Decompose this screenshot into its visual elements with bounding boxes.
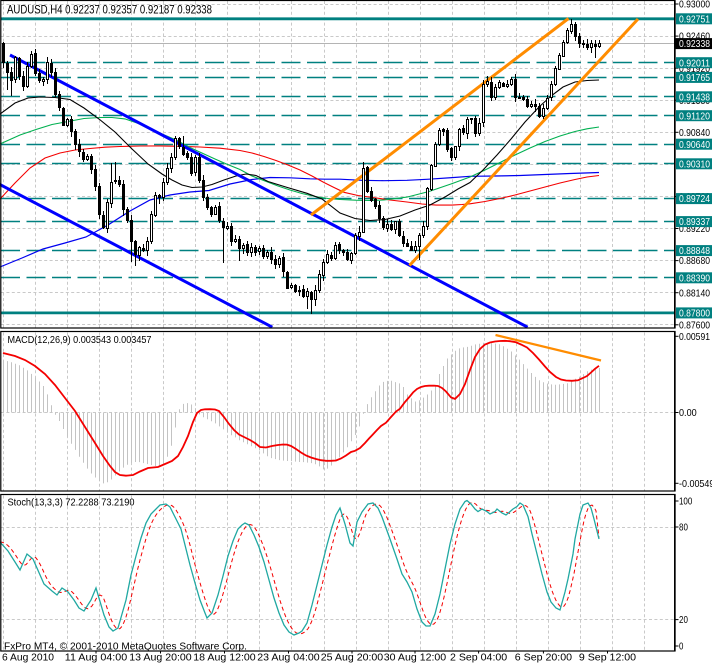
svg-text:0: 0 bbox=[679, 642, 684, 653]
svg-text:0.87800: 0.87800 bbox=[679, 309, 710, 320]
svg-text:6 Sep 20:00: 6 Sep 20:00 bbox=[515, 653, 572, 664]
svg-text:0.87600: 0.87600 bbox=[679, 320, 710, 331]
svg-text:AUDUSD,H4 0.92237 0.92357 0.9: AUDUSD,H4 0.92237 0.92357 0.92187 0.9233… bbox=[7, 4, 212, 17]
svg-text:0.88848: 0.88848 bbox=[679, 246, 710, 257]
svg-text:0.88390: 0.88390 bbox=[679, 273, 710, 284]
svg-text:0.89337: 0.89337 bbox=[679, 217, 710, 228]
svg-text:0.92460: 0.92460 bbox=[679, 32, 710, 43]
svg-text:0.92751: 0.92751 bbox=[679, 14, 710, 25]
svg-text:0.89724: 0.89724 bbox=[679, 194, 710, 205]
svg-text:0.88680: 0.88680 bbox=[679, 256, 710, 267]
svg-text:0.93000: 0.93000 bbox=[679, 0, 710, 11]
svg-text:0.91120: 0.91120 bbox=[679, 111, 710, 122]
svg-text:11 Aug 04:00: 11 Aug 04:00 bbox=[65, 653, 128, 664]
svg-text:30 Aug 12:00: 30 Aug 12:00 bbox=[384, 653, 447, 664]
svg-text:0.00: 0.00 bbox=[679, 408, 697, 419]
svg-text:23 Aug 04:00: 23 Aug 04:00 bbox=[257, 653, 320, 664]
svg-text:2 Sep 04:00: 2 Sep 04:00 bbox=[450, 653, 507, 664]
svg-text:6 Aug 2010: 6 Aug 2010 bbox=[2, 653, 54, 664]
svg-text:13 Aug 20:00: 13 Aug 20:00 bbox=[129, 653, 192, 664]
svg-text:0.88140: 0.88140 bbox=[679, 288, 710, 299]
svg-text:0.91920: 0.91920 bbox=[679, 64, 710, 75]
svg-text:80: 80 bbox=[679, 523, 688, 534]
svg-text:MACD(12,26,9) 0.003543 0.00345: MACD(12,26,9) 0.003543 0.003457 bbox=[8, 335, 152, 346]
svg-text:0.90310: 0.90310 bbox=[679, 159, 710, 170]
svg-text:18 Aug 12:00: 18 Aug 12:00 bbox=[193, 653, 256, 664]
svg-text:100: 100 bbox=[679, 497, 693, 508]
svg-text:0.92011: 0.92011 bbox=[679, 58, 710, 69]
svg-text:0.00591: 0.00591 bbox=[679, 332, 710, 343]
svg-text:0.92338: 0.92338 bbox=[679, 39, 710, 50]
svg-text:9 Sep 12:00: 9 Sep 12:00 bbox=[579, 653, 636, 664]
svg-text:0.90640: 0.90640 bbox=[679, 140, 710, 151]
svg-text:Stoch(13,3,3) 72.2288 73.2190: Stoch(13,3,3) 72.2288 73.2190 bbox=[8, 498, 135, 509]
svg-text:-0.00549: -0.00549 bbox=[679, 479, 712, 490]
svg-text:0.90840: 0.90840 bbox=[679, 128, 710, 139]
svg-text:0.91765: 0.91765 bbox=[679, 73, 710, 84]
svg-text:0.89220: 0.89220 bbox=[679, 224, 710, 235]
svg-text:FxPro MT4, © 2001-2010 MetaQuo: FxPro MT4, © 2001-2010 MetaQuotes Softwa… bbox=[4, 642, 247, 653]
svg-text:20: 20 bbox=[679, 615, 688, 626]
svg-text:25 Aug 20:00: 25 Aug 20:00 bbox=[321, 653, 384, 664]
svg-text:0.91438: 0.91438 bbox=[679, 92, 710, 103]
